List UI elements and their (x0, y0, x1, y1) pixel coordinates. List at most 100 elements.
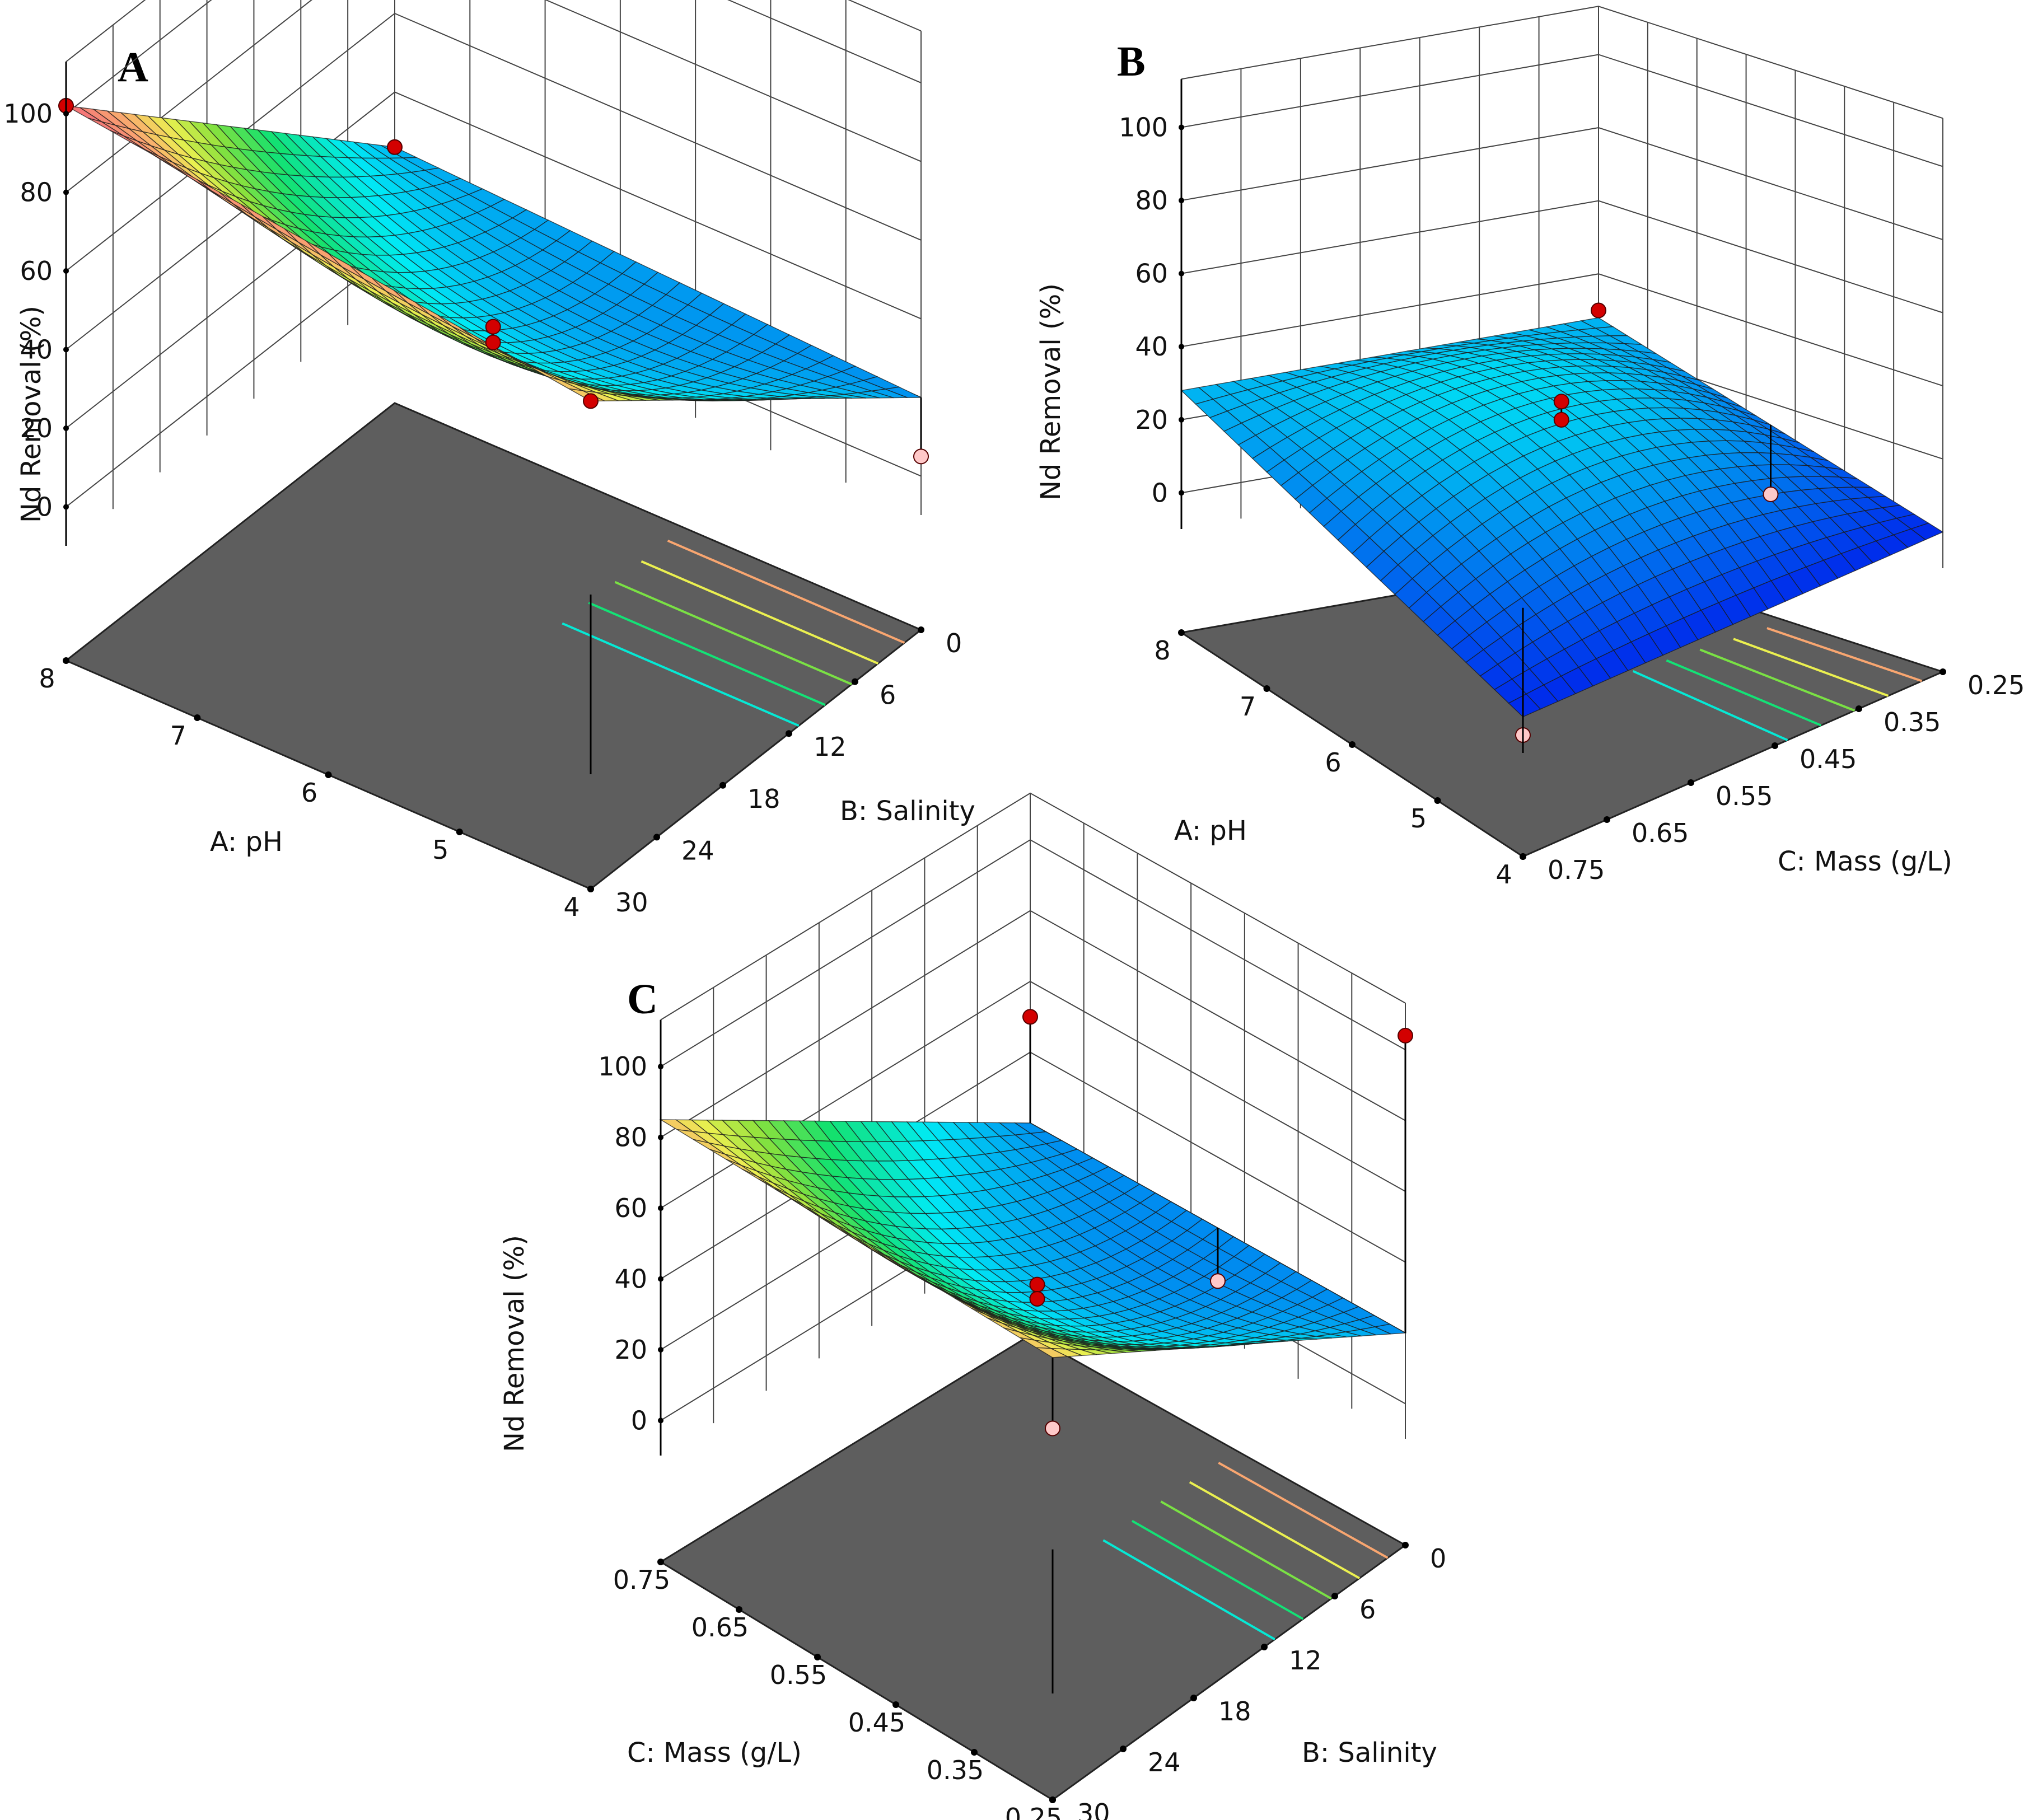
design-point (387, 139, 403, 155)
wall-gridline (1181, 127, 1943, 241)
y-tick (1402, 1542, 1409, 1548)
x-tick (194, 714, 201, 721)
panel-a-letter: A (118, 44, 148, 91)
floor-contour (1699, 648, 1856, 712)
y-tick (587, 886, 594, 892)
wall-gridline (1181, 273, 1943, 387)
y-tick (1049, 1796, 1056, 1803)
z-tick-label: 0 (1152, 478, 1168, 508)
y-tick (1120, 1746, 1127, 1752)
z-tick-label: 80 (1135, 185, 1168, 216)
wall-gridline (66, 0, 922, 114)
z-tick-label: 80 (20, 177, 53, 207)
y-tick-label: 0.55 (1716, 781, 1773, 811)
z-tick-label: 40 (1135, 331, 1168, 362)
x-tick (657, 1559, 664, 1565)
panel-c-floor (659, 1334, 1407, 1801)
x-tick-label: 7 (1240, 691, 1256, 722)
x-tick (1434, 797, 1441, 804)
z-tick-label: 60 (20, 256, 53, 286)
floor-contour (588, 601, 826, 707)
panel-c-zlabel: Nd Removal (%) (499, 1235, 530, 1452)
design-point (913, 448, 929, 465)
x-tick-label: 6 (301, 778, 317, 808)
z-tick-label: 40 (20, 334, 53, 364)
panel-a-xlabel: A: pH (210, 826, 283, 858)
y-tick-label: 24 (681, 835, 714, 865)
wall-gridline (660, 792, 1406, 1021)
wall-gridline (66, 91, 922, 350)
floor-contour (1102, 1539, 1275, 1641)
z-tick-label: 100 (3, 99, 53, 129)
x-tick-label: 7 (170, 720, 186, 751)
floor-contour (1733, 638, 1889, 697)
panel-b-letter: B (1117, 38, 1146, 85)
wall-gridline (1181, 6, 1943, 119)
y-tick (1331, 1593, 1338, 1599)
surface-cell (1508, 693, 1541, 718)
surface-cell (1036, 1347, 1069, 1358)
panel-b-surface (1180, 317, 1944, 718)
y-tick (1688, 779, 1694, 786)
z-tick-label: 100 (1119, 112, 1168, 142)
x-tick (971, 1749, 978, 1756)
z-tick-label: 80 (614, 1122, 647, 1153)
y-tick-label: 24 (1148, 1747, 1181, 1777)
x-tick (1349, 741, 1356, 748)
panel-b-ylabel: C: Mass (g/L) (1778, 846, 1952, 877)
design-point (1553, 411, 1569, 428)
floor-contour (1666, 659, 1822, 727)
y-tick-label: 6 (1359, 1594, 1376, 1625)
z-tick-label: 0 (631, 1405, 647, 1435)
floor-contour (1189, 1481, 1361, 1579)
z-tick-label: 100 (598, 1051, 647, 1082)
floor-contour (667, 539, 905, 644)
y-tick (1261, 1644, 1268, 1650)
x-tick (736, 1606, 742, 1613)
x-tick-label: 8 (39, 663, 55, 694)
y-tick-label: 0.35 (1884, 707, 1941, 737)
panel-c-surface (659, 1119, 1407, 1358)
panel-a-zlabel: Nd Removal (%) (16, 306, 47, 523)
design-point (583, 393, 599, 409)
design-point (1763, 486, 1779, 503)
chart-panel-b: B 020406080100456780.250.350.450.550.650… (1035, 6, 2025, 890)
wall-gridline (660, 839, 1406, 1068)
design-point (1591, 302, 1606, 319)
y-tick (852, 678, 858, 685)
x-tick-label: 0.65 (691, 1612, 749, 1643)
panel-b-ticks: 0 20 40 60 80 100 4 5 6 7 8 0.25 0.35 0.45 0.55 0.65 0.7… (1119, 79, 2025, 890)
x-tick (814, 1654, 821, 1660)
design-point (1022, 1009, 1038, 1025)
wall-gridline (1181, 54, 1943, 167)
y-tick (918, 626, 924, 633)
y-tick (1190, 1695, 1197, 1701)
wall-gridline (66, 0, 922, 193)
y-tick (719, 782, 726, 789)
z-tick-label: 20 (1135, 405, 1168, 435)
x-tick-label: 4 (1495, 859, 1512, 890)
design-point (485, 319, 501, 335)
y-tick-label: 0 (946, 628, 962, 658)
y-tick-label: 30 (1077, 1798, 1110, 1820)
y-tick-label: 0 (1430, 1543, 1446, 1574)
y-tick-label: 0.25 (1967, 670, 2025, 700)
y-tick-label: 0.75 (1548, 855, 1605, 885)
x-tick-label: 0.45 (848, 1707, 905, 1738)
floor-contour (1131, 1519, 1304, 1620)
x-tick-label: 0.75 (613, 1565, 670, 1595)
y-tick (653, 834, 660, 841)
z-tick-label: 60 (614, 1193, 647, 1223)
wall-gridline (66, 12, 922, 272)
x-tick-label: 0.55 (770, 1660, 827, 1690)
y-tick-label: 12 (1289, 1645, 1322, 1676)
design-point (1210, 1273, 1226, 1289)
x-tick-label: 0.35 (927, 1755, 984, 1785)
x-tick (1263, 685, 1270, 692)
y-tick (1520, 853, 1526, 860)
y-tick-label: 0.65 (1632, 818, 1689, 848)
wall-gridline (660, 910, 1406, 1138)
panel-a-design-points (58, 97, 929, 465)
